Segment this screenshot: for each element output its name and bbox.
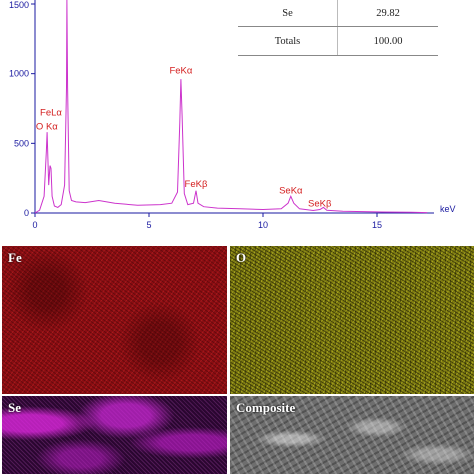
peak-label: SeKβ	[308, 199, 332, 210]
o-map-label: O	[236, 250, 247, 265]
spectrum-series-line	[34, 0, 428, 214]
y-tick-label: 1000	[9, 69, 29, 79]
element-cell: Totals	[238, 26, 338, 56]
value-cell: 100.00	[337, 26, 438, 56]
element-cell: Se	[238, 0, 338, 27]
x-axis-label: keV	[440, 204, 456, 214]
x-tick-label: 10	[258, 220, 268, 230]
table-row: Totals 100.00	[238, 26, 438, 56]
y-tick-label: 0	[24, 208, 29, 218]
composite-sem-image: Composite	[230, 396, 474, 474]
composition-table: Se 29.82 Totals 100.00	[238, 0, 438, 56]
y-tick-label: 1500	[9, 0, 29, 10]
peak-label: FeKβ	[185, 179, 208, 190]
x-tick-label: 5	[146, 220, 151, 230]
composite-map-label: Composite	[236, 400, 296, 415]
se-map-label: Se	[8, 400, 21, 415]
o-elemental-map: O	[230, 246, 474, 394]
peak-label: SeKα	[279, 185, 303, 196]
eds-spectrum-chart: 0 500 1000 1500 0 5 10 15 keV FeLα O Kα FeKα FeKβ…	[9, 0, 456, 230]
x-tick-label: 0	[32, 220, 37, 230]
table-row: Se 29.82	[238, 0, 438, 27]
x-tick-label: 15	[372, 220, 382, 230]
fe-map-label: Fe	[8, 250, 22, 265]
se-elemental-map: Se	[2, 396, 227, 474]
peak-label: FeLα	[40, 107, 62, 118]
fe-elemental-map: Fe	[2, 246, 227, 394]
peak-label: FeKα	[169, 66, 192, 77]
y-tick-label: 500	[14, 138, 29, 148]
peak-label: O Kα	[36, 121, 58, 132]
value-cell: 29.82	[337, 0, 438, 27]
